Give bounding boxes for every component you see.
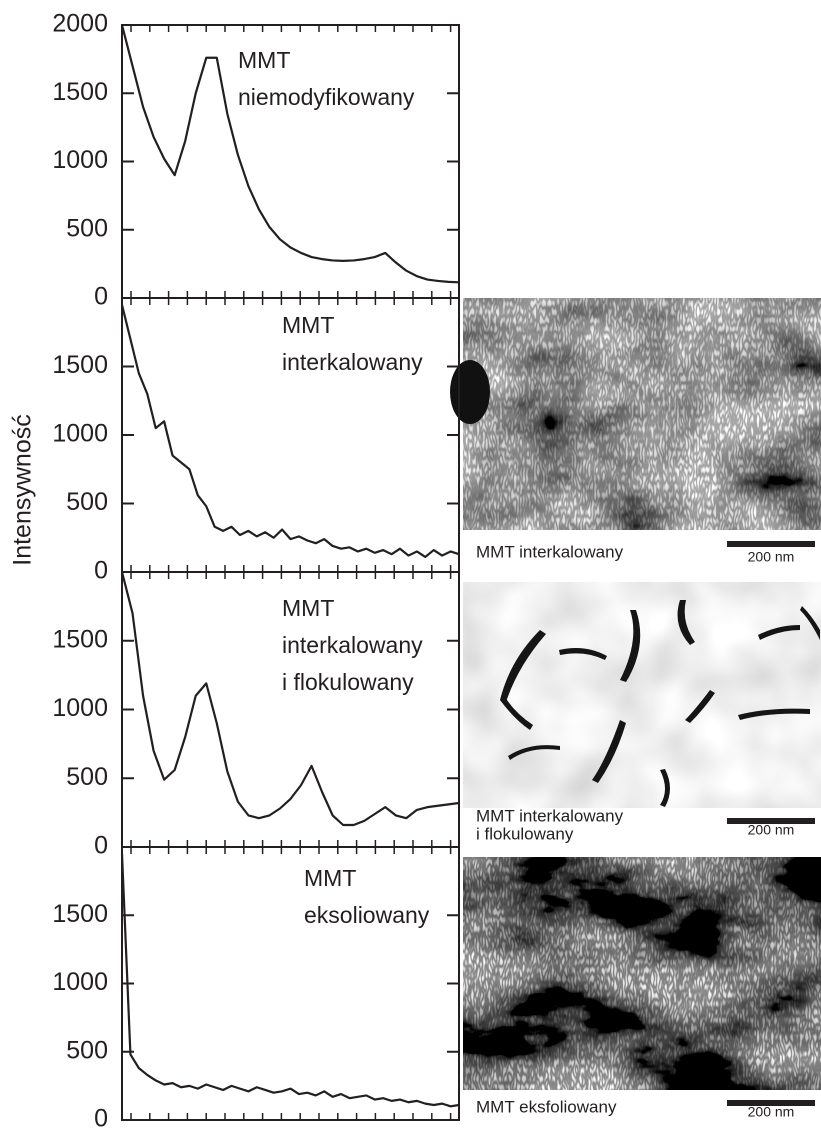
y-tick-label: 500 [66, 763, 108, 791]
data-line [122, 305, 459, 557]
y-tick-label: 1500 [52, 625, 108, 653]
micrograph-caption: MMT eksfoliowany [476, 1097, 617, 1116]
y-tick-label: 2000 [52, 10, 108, 38]
y-tick-label: 1500 [52, 900, 108, 928]
y-tick-label: 500 [66, 1036, 108, 1064]
y-tick-label: 1000 [52, 694, 108, 722]
y-tick-label: 1500 [52, 351, 108, 379]
micrograph [463, 857, 821, 1090]
annotation: niemodyfikowany [238, 84, 415, 110]
scale-bar-label: 200 nm [748, 822, 795, 838]
y-tick-label: 1000 [52, 968, 108, 996]
annotation: MMT [238, 47, 290, 73]
data-line [122, 25, 459, 282]
micrograph-grain [463, 857, 821, 1090]
annotation: i flokulowany [282, 669, 414, 695]
micrograph-texture [463, 582, 821, 808]
annotation: MMT [282, 312, 334, 338]
y-tick-label: 1000 [52, 146, 108, 174]
y-tick-label: 1000 [52, 420, 108, 448]
micrograph-feature [450, 360, 490, 424]
micrograph-caption: MMT interkalowany [476, 542, 624, 561]
scale-bar-label: 200 nm [748, 1104, 795, 1120]
y-tick-label: 0 [94, 1105, 108, 1133]
annotation: MMT [304, 865, 356, 891]
y-axis-label: Intensywność [9, 414, 37, 565]
annotation: interkalowany [282, 632, 423, 658]
annotation: eksoliowany [304, 902, 430, 928]
annotation: MMT [282, 595, 334, 621]
micrograph [463, 582, 821, 808]
scale-bar-label: 200 nm [748, 549, 795, 565]
figure: 0 500 1000 1500 2000 MMT niemodyfikowany 0 500 10… [0, 0, 821, 1133]
data-line [122, 854, 459, 1107]
y-tick-label: 1500 [52, 78, 108, 106]
micrograph [450, 298, 821, 530]
plot-frame [122, 298, 459, 572]
scale-bar [727, 541, 815, 547]
micrograph-grain [463, 298, 821, 530]
y-tick-label: 500 [66, 214, 108, 242]
page: {"chart_data": [ {"type": "line", "annot… [0, 0, 821, 1133]
y-tick-label: 0 [94, 557, 108, 585]
plot-frame [122, 25, 459, 298]
y-tick-label: 500 [66, 488, 108, 516]
micrograph-caption: MMT interkalowany [476, 806, 624, 825]
y-tick-label: 0 [94, 832, 108, 860]
y-tick-label: 0 [94, 283, 108, 311]
micrograph-caption: i flokulowany [476, 824, 574, 843]
plot-frame [122, 847, 459, 1120]
annotation: interkalowany [282, 349, 423, 375]
